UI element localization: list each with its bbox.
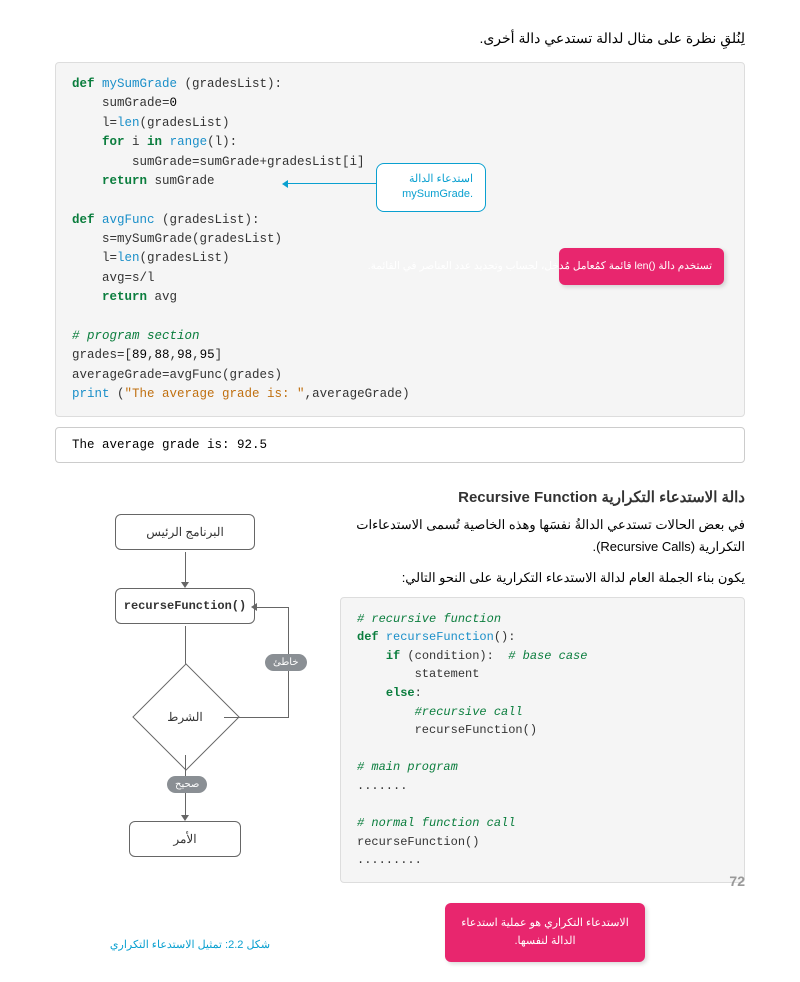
output-block: The average grade is: 92.5 [55,427,745,463]
flowchart-caption: شكل 2.2: تمثيل الاستدعاء التكراري [55,938,325,951]
para-2: يكون بناء الجملة العام لدالة الاستدعاء ا… [340,567,745,589]
code-block-1: def mySumGrade (gradesList): sumGrade=0 … [55,62,745,417]
fc-line-false-back [257,607,289,608]
fc-line-1 [185,552,186,582]
code-block-2: # recursive function def recurseFunction… [340,597,745,883]
fc-start: البرنامج الرئيس [115,514,255,550]
intro-text: لِنُلقِ نظرة على مثال لدالة تستدعي دالة … [55,30,745,47]
fc-func: recurseFunction() [115,588,255,624]
heading-recursive: دالة الاستدعاء التكرارية Recursive Funct… [55,488,745,506]
fc-cond-label: الشرط [155,710,215,724]
callout-arrow [288,183,376,184]
fc-line-false-h [224,717,289,718]
page-number: 72 [729,873,745,889]
fc-stmt: الأمر [129,821,241,857]
para-1: في بعض الحالات تستدعي الدالةُ نفسَها وهذ… [340,514,745,558]
callout-mysumgrade: استدعاء الدالة .mySumGrade [376,163,486,212]
flowchart: البرنامج الرئيس recurseFunction() الشرط … [55,514,325,934]
fc-false-badge: خاطئ [265,654,307,671]
fc-true-badge: صحيح [167,776,207,793]
pink-note-recursive: الاستدعاء التكراري هو عملية استدعاء الدا… [445,903,645,962]
pink-note-len: تستخدم دالة ()len قائمة كمُعامل مُدخل، ل… [559,248,724,285]
